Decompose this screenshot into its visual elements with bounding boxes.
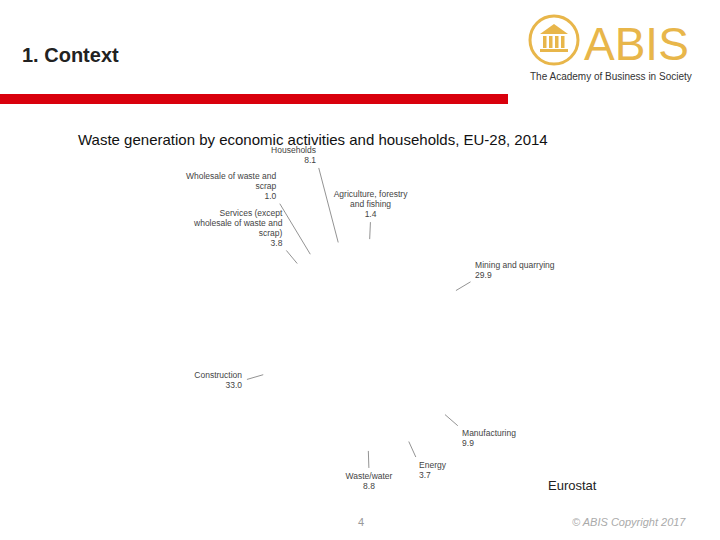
pie-slice [305,249,365,345]
slice-value: 1.0 [264,191,276,201]
leader-line [369,222,371,239]
pie-slice [365,345,466,439]
pie [255,235,475,455]
slice-label-line: Construction [194,370,242,380]
leader-line [456,282,471,291]
pie-slice [365,345,422,450]
slice-label-line: Waste/water [346,471,393,481]
slice-label: Energy [419,460,447,470]
leader-line [409,442,416,457]
slice-label-line: Agriculture, forestry [334,189,408,199]
logo-roof [540,24,568,34]
slice-label-line: Households [271,145,316,155]
slice-label-line: Manufacturing [462,428,516,438]
slice-label-line: wholesale of waste and [193,218,283,228]
slice-value: 29.9 [475,270,492,280]
logo-subtitle: The Academy of Business in Society [530,71,692,82]
slice-label-line: scrap [255,181,276,191]
slice-label: Agriculture, forestryand fishing [334,189,408,209]
logo-base [540,49,568,52]
leader-line [319,168,338,243]
slice-value: 8.1 [304,155,316,165]
slice-label: Construction [194,370,242,380]
slice-value: 33.0 [225,380,242,390]
slice-value: 3.7 [419,470,431,480]
slice-label-line: Mining and quarrying [475,260,555,270]
source: Eurostat [548,478,597,493]
pie-slice [338,345,398,455]
pie-slice [255,269,365,451]
slice-value: 8.8 [363,481,375,491]
page-number: 4 [358,516,364,528]
leader-line [368,451,370,468]
slice-label: Wholesale of waste andscrap [186,171,277,191]
slice-labels: Agriculture, forestryand fishing1.4 Minin… [186,145,555,491]
slice-value: 1.4 [365,209,377,219]
slice-value: 9.9 [462,438,474,448]
logo-pillar [555,36,559,48]
slice-label-line: Wholesale of waste and [186,171,277,181]
slice-label: Households [271,145,316,155]
slide-title: 1. Context [22,44,119,66]
slice-label: Services (exceptwholesale of waste andsc… [193,208,283,238]
slice-label-line: and fishing [350,199,391,209]
slice-label-line: scrap) [259,228,283,238]
slice-label: Mining and quarrying [475,260,555,270]
logo-pillar [549,36,553,48]
slice-label-line: Energy [419,460,447,470]
leader-line [247,375,263,380]
logo-pillar [561,36,565,48]
pie-slice [285,253,365,345]
pie-slice [311,235,365,345]
logo [530,16,578,64]
header-bar [0,94,508,104]
leader-line [445,415,458,426]
copyright: © ABIS Copyright 2017 [572,516,686,528]
logo-pillar [543,36,547,48]
leader-line [280,204,310,255]
logo-text: ABIS [584,18,689,70]
slice-label-line: Services (except [220,208,283,218]
leader-line [286,250,297,263]
slide: 1. Context ABISThe Academy of Business in… [0,0,720,540]
slice-label: Waste/water [346,471,393,481]
logo-circle [530,16,578,64]
slice-value: 3.8 [271,238,283,248]
slice-label: Manufacturing [462,428,516,438]
pie-slice [365,235,375,345]
pie-slice [365,235,475,388]
